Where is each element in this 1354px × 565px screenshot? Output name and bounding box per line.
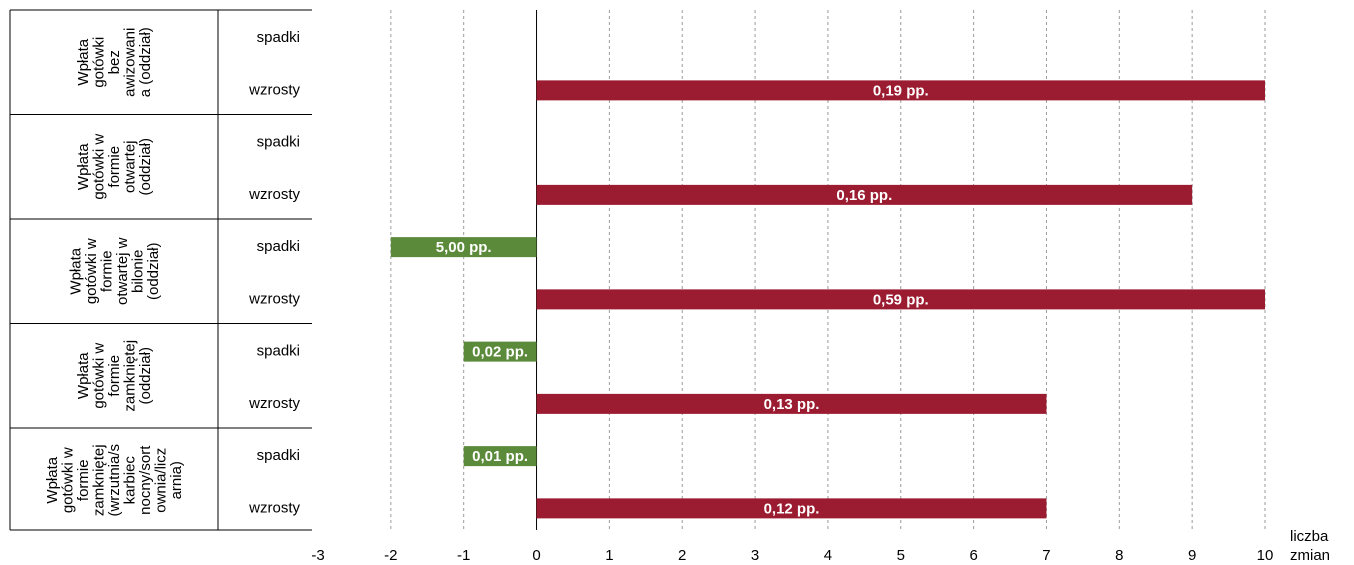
x-tick-label: 8 [1115,547,1123,564]
group-label-line: gotówki [91,37,108,88]
x-unit-label-line: liczba [1290,528,1329,545]
group-label-line: (oddział) [137,347,154,405]
category-label: wzrosty [248,499,300,516]
bar [463,341,537,362]
group-label-line: otwartej [122,140,139,193]
bar [536,184,1193,205]
x-axis-unit-label: liczba zmian [1290,528,1330,564]
group-label-line: otwartej w [114,237,131,305]
x-tick-label: 4 [824,547,832,564]
data-label: 0,13 pp. [764,396,820,413]
group-label-line: awizowani [122,28,139,97]
category-label: spadki [257,29,300,46]
group-label-line: bez [106,50,123,74]
group-label-line: gotówki w [83,238,100,304]
group-label-line: Wpłata [75,143,92,190]
x-tick-label: 10 [1257,547,1274,564]
group-label-line: Wpłata [44,456,61,503]
group-label-line: (oddział) [145,242,162,300]
x-tick-label: 2 [678,547,686,564]
data-label: 0,01 pp. [472,448,528,465]
group-label-line: karbiec [122,456,139,505]
data-label: 0,59 pp. [873,291,929,308]
category-label: spadki [257,134,300,151]
group-label: Wpłatagotówki wformiezamkniętej(wrzutnia… [44,444,185,517]
category-label: spadki [257,343,300,360]
category-table: Wpłatagotówkibezawizowania (oddział) spad… [9,9,312,531]
x-unit-label-line: zmian [1290,547,1330,564]
group-label-line: (oddział) [137,138,154,196]
group-label-line: Wpłata [75,352,92,399]
group-label-line: zamkniętej [122,340,139,412]
data-label: 0,12 pp. [764,500,820,517]
x-tick-label: -3 [311,547,324,564]
x-tick-label: 0 [532,547,540,564]
group-label: Wpłatagotówki wformiezamkniętej(oddział) [75,340,154,412]
group-label-line: arnia) [168,461,185,499]
group-label: Wpłatagotówki wformieotwartej(oddział) [75,134,154,200]
group-label-line: formie [75,459,92,501]
bar [390,237,537,258]
category-label: wzrosty [248,186,300,203]
bar [536,498,1047,519]
group-label-line: ownia/licz [153,448,170,513]
x-axis-ticks: -3 -2 -1 0 1 2 3 4 5 6 7 8 9 10 [311,547,1273,564]
group-label-line: nocny/sort [137,445,154,515]
category-label: spadki [257,238,300,255]
x-tick-label: -1 [457,547,470,564]
group-label-line: zamkniętej [91,444,108,516]
x-tick-label: 7 [1042,547,1050,564]
data-label: 0,16 pp. [836,187,892,204]
bar [536,289,1265,310]
x-tick-label: 5 [897,547,905,564]
bar [536,80,1265,101]
group-label-line: (wrzutnia/s [106,444,123,517]
group-label-line: gotówki w [60,447,77,513]
x-tick-label: 1 [605,547,613,564]
group-label-line: formie [106,146,123,188]
bars: 0,19 pp. 0,16 pp. 5,00 pp. 0,59 pp. 0,02 pp.… [390,80,1265,519]
group-label-line: Wpłata [67,247,84,294]
group-label-line: gotówki w [91,134,108,200]
group-label-line: formie [98,250,115,292]
group-label: Wpłatagotówkibezawizowania (oddział) [75,27,154,97]
x-tick-label: -2 [384,547,397,564]
bar [463,446,537,467]
group-label-line: formie [106,355,123,397]
x-tick-label: 9 [1188,547,1196,564]
group-label-line: Wpłata [75,38,92,85]
data-label: 5,00 pp. [436,239,492,256]
group-label-line: a (oddział) [137,27,154,97]
data-label: 0,02 pp. [472,344,528,361]
bar [536,393,1047,414]
group-label-line: bilonie [129,250,146,293]
x-tick-label: 3 [751,547,759,564]
category-label: spadki [257,447,300,464]
group-label-line: gotówki w [91,343,108,409]
category-label: wzrosty [248,290,300,307]
category-label: wzrosty [248,395,300,412]
data-label: 0,19 pp. [873,82,929,99]
category-label: wzrosty [248,81,300,98]
group-label: Wpłatagotówki wformieotwartej wbilonie(o… [67,237,162,305]
x-tick-label: 6 [969,547,977,564]
